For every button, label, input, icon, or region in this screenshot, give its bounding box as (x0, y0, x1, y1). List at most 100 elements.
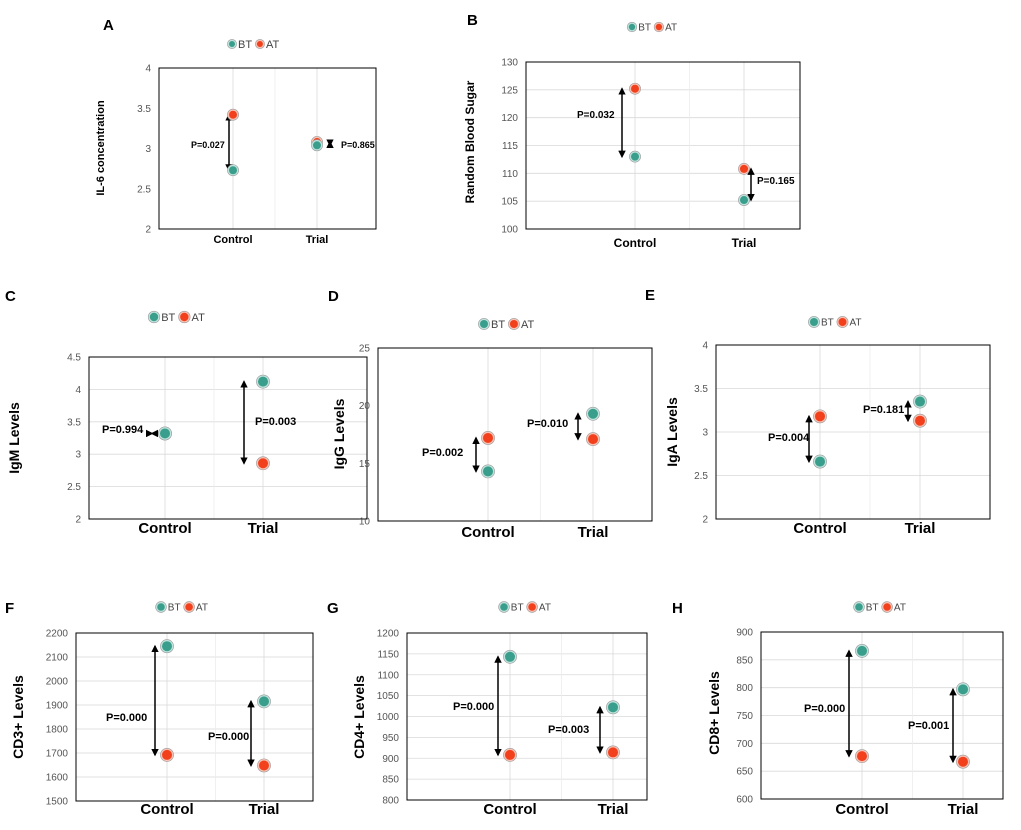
legend-at-label: AT (850, 318, 862, 329)
y-tick-label: 10 (359, 517, 371, 528)
at-point-control-core (483, 432, 493, 443)
plot-frame (377, 347, 653, 522)
legend-at-marker-core (509, 320, 518, 328)
bt-point-trial-core (259, 696, 269, 707)
at-point-control-core (631, 84, 639, 93)
legend-bt-marker (155, 601, 167, 613)
bt-point-control (503, 649, 517, 664)
legend-bt-marker-core (229, 41, 235, 47)
chart-g: G 800 850 900 950 1000 1050 1100 1150 1200 CD4+ Le… (327, 600, 648, 818)
y-tick-label: 850 (736, 655, 753, 666)
plot-frame (525, 61, 801, 230)
y-tick-label: 4 (145, 64, 151, 75)
y-axis-title: Random Blood Sugar (463, 80, 477, 203)
y-tick-label: 1150 (377, 649, 399, 660)
y-tick-label: 1100 (377, 670, 399, 681)
at-point-trial-core (259, 760, 269, 771)
p-value-label: P=0.027 (191, 140, 225, 150)
at-point-trial-core (958, 756, 968, 767)
at-point-trial-core (740, 164, 748, 173)
legend: BT AT (626, 21, 677, 34)
plot-frame (88, 356, 368, 520)
p-value-label: P=0.002 (422, 447, 463, 459)
panel-letter: F (5, 600, 14, 617)
y-tick-label: 700 (736, 739, 753, 750)
at-point-control-core (857, 751, 867, 762)
y-tick-label: 4 (75, 385, 81, 396)
y-tick-label: 850 (382, 775, 399, 786)
legend-bt-label: BT (161, 312, 175, 324)
legend: BT AT (853, 601, 906, 614)
y-tick-label: 25 (359, 344, 371, 355)
bt-point-trial-core (588, 408, 598, 419)
y-tick-label: 1200 (377, 629, 400, 640)
at-point-control-core (229, 110, 237, 119)
p-value-label: P=0.000 (208, 731, 249, 743)
y-tick-label: 2.5 (694, 471, 708, 482)
y-tick-label: 800 (736, 683, 753, 694)
p-value-label: P=0.165 (757, 176, 795, 187)
bt-point-control-core (483, 466, 493, 477)
y-tick-label: 1900 (46, 701, 69, 712)
legend: BT AT (808, 316, 862, 329)
legend-bt-marker-core (810, 318, 818, 326)
at-point-trial (256, 456, 270, 471)
category-label-trial: Trial (732, 236, 757, 250)
at-point-trial (956, 754, 970, 769)
p-value-label: P=0.010 (527, 418, 568, 430)
legend-at-marker (178, 310, 191, 324)
y-tick-label: 3 (75, 450, 81, 461)
legend-bt-marker-core (628, 23, 636, 31)
legend-at-marker-core (528, 603, 536, 611)
category-label-control: Control (461, 524, 514, 541)
legend-at-marker (881, 601, 893, 613)
y-tick-label: 4.5 (67, 353, 81, 364)
y-tick-label: 2 (702, 515, 708, 526)
at-point-trial (738, 162, 750, 175)
p-value-label: P=0.003 (255, 416, 296, 428)
bt-point-control (158, 426, 172, 441)
p-value-label: P=0.181 (863, 404, 904, 416)
legend-bt-label: BT (821, 318, 834, 329)
plot-frame (760, 631, 1004, 800)
at-point-trial (606, 745, 620, 760)
legend-bt-marker-core (480, 320, 488, 328)
legend-bt-label: BT (168, 603, 181, 614)
bt-point-trial-core (740, 196, 748, 205)
chart-b: B 100 105 110 115 120 125 130 Random Blood Sugar… (463, 12, 801, 250)
bt-point-trial-core (313, 141, 321, 150)
legend-bt-marker (147, 310, 161, 324)
legend-bt-marker (478, 318, 490, 330)
category-label-control: Control (614, 236, 657, 250)
legend-bt-label: BT (638, 23, 651, 34)
y-axis-title: CD4+ Levels (351, 675, 367, 759)
legend-at-label: AT (665, 23, 677, 34)
y-tick-label: 2100 (46, 653, 69, 664)
y-tick-label: 600 (736, 795, 753, 806)
at-point-control (160, 748, 174, 762)
legend: BT AT (147, 310, 205, 324)
legend: BT AT (498, 601, 551, 614)
panel-letter: B (467, 12, 478, 29)
y-tick-label: 1000 (377, 712, 400, 723)
chart-c: C 2 2.5 3 3.5 4 4.5 IgM Levels Control Trial BT AT P… (5, 288, 368, 537)
legend: BT AT (227, 39, 279, 51)
bt-point-trial-core (608, 702, 618, 713)
category-label-trial: Trial (248, 520, 279, 537)
chart-a: A 2 2.5 3 3.5 4 IL-6 concentration Control Trial… (95, 17, 377, 246)
legend-bt-marker (853, 601, 865, 613)
category-label-trial: Trial (905, 520, 936, 537)
bt-point-control-core (160, 428, 170, 439)
y-tick-label: 2200 (46, 629, 69, 640)
legend-bt-marker (227, 39, 237, 49)
at-point-control (227, 108, 239, 121)
y-tick-label: 3.5 (137, 104, 151, 115)
y-tick-label: 3.5 (67, 417, 81, 428)
bt-point-control (813, 454, 827, 469)
legend-at-marker (183, 601, 195, 613)
bt-point-control (481, 464, 495, 479)
y-tick-label: 1700 (46, 749, 69, 760)
legend-at-marker (255, 39, 265, 49)
at-point-control-core (505, 749, 515, 760)
